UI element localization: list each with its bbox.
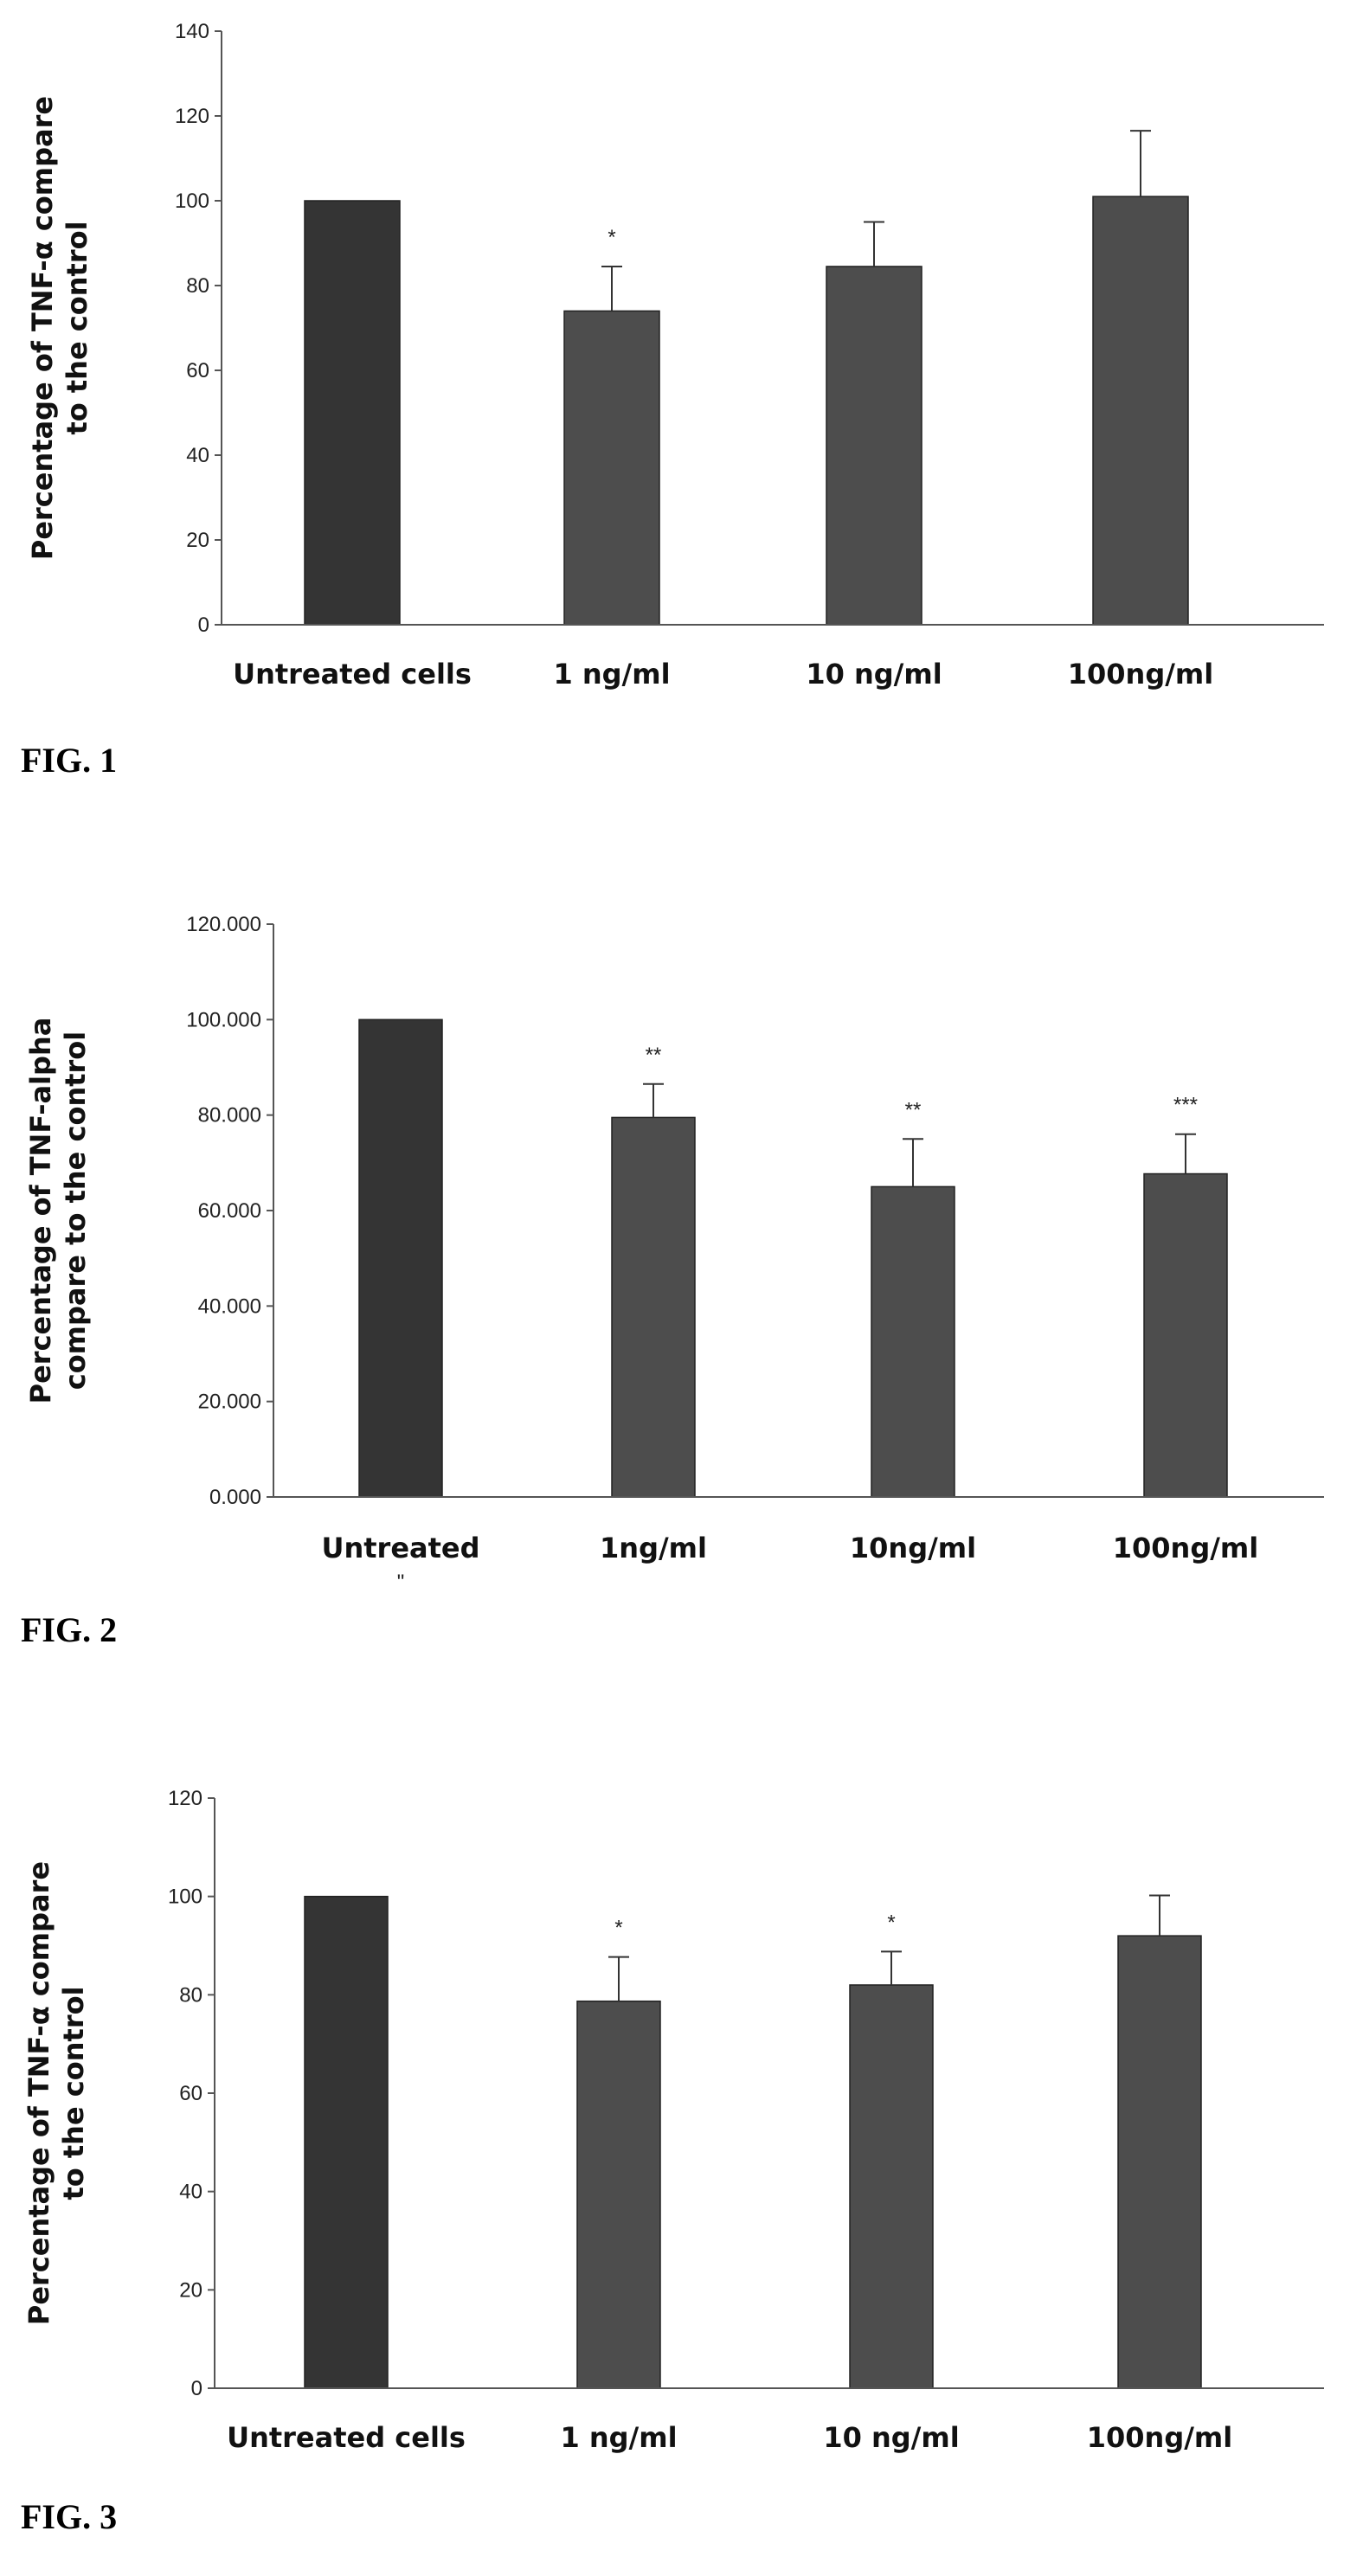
figure-2: 0.000 20.000 40.000 60.000 80.000 100.000 120.… [0, 865, 1350, 1731]
category-label: 1 ng/ml [553, 658, 670, 691]
bar [563, 310, 660, 626]
significance-marker: * [887, 1911, 895, 1934]
y-tick-label: 120.000 [186, 913, 261, 936]
figure-3: 0 20 40 60 80 100 120 Untreated cells * 1 ng/ml * 1… [0, 1731, 1350, 2576]
category-label: 10ng/ml [850, 1532, 976, 1564]
y-axis-label-line: to the control [61, 221, 93, 434]
category-label: Untreated [321, 1532, 479, 1564]
bar [1117, 1935, 1202, 2389]
bar [826, 266, 922, 626]
y-axis-label-line: to the control [57, 1986, 90, 2200]
y-axis-label: Percentage of TNF-α compare to the contro… [26, 96, 93, 560]
figure-caption: FIG. 2 [21, 1610, 118, 1649]
category-label: 100ng/ml [1113, 1532, 1258, 1564]
category-label: Untreated cells [227, 2421, 466, 2454]
y-tick-label: 140 [175, 20, 209, 43]
figure-caption: FIG. 1 [21, 741, 118, 780]
y-tick-label: 100 [168, 1885, 202, 1909]
bar [358, 1018, 443, 1498]
bar [611, 1116, 696, 1498]
significance-marker: ** [905, 1098, 922, 1121]
y-tick-label: 40.000 [198, 1294, 261, 1318]
significance-marker: ** [646, 1044, 662, 1067]
bar-chart-fig2: 0.000 20.000 40.000 60.000 80.000 100.000 120.… [24, 913, 1324, 1594]
y-tick-label: 40 [179, 2181, 202, 2204]
y-tick-label: 20 [179, 2278, 202, 2302]
y-tick-label: 60 [186, 359, 209, 382]
y-tick-label: 60.000 [198, 1199, 261, 1223]
y-axis-label: Percentage of TNF-alpha compare to the co… [24, 1018, 92, 1404]
y-tick-label: 100.000 [186, 1008, 261, 1031]
significance-marker: *** [1173, 1094, 1198, 1117]
bar [871, 1185, 955, 1498]
y-axis-label-line: Percentage of TNF-alpha [24, 1018, 57, 1404]
bar [1092, 196, 1189, 626]
y-tick-label: 80.000 [198, 1104, 261, 1127]
figure-caption: FIG. 3 [21, 2497, 118, 2536]
y-axis-label-line: Percentage of TNF-α compare [26, 96, 59, 560]
category-label: 100ng/ml [1087, 2421, 1232, 2454]
bar [1143, 1172, 1228, 1498]
y-tick-label: 0.000 [209, 1486, 261, 1509]
y-tick-label: 120 [168, 1787, 202, 1810]
y-axis-label: Percentage of TNF-α compare to the contro… [22, 1861, 90, 2325]
y-tick-label: 120 [175, 105, 209, 128]
bar [304, 200, 401, 626]
bar [849, 1984, 934, 2389]
bar [304, 1895, 389, 2389]
category-label: 1 ng/ml [560, 2421, 677, 2454]
y-tick-label: 80 [179, 1983, 202, 2007]
figure-1: 0 20 40 60 80 100 120 140 Untreated cells * 1 ng/m… [0, 0, 1350, 865]
y-tick-label: 0 [191, 2377, 202, 2400]
significance-marker: * [614, 1917, 622, 1940]
y-tick-label: 80 [186, 274, 209, 298]
category-label: 10 ng/ml [806, 658, 942, 691]
y-tick-label: 100 [175, 190, 209, 213]
bar-chart-fig1: 0 20 40 60 80 100 120 140 Untreated cells * 1 ng/m… [26, 20, 1324, 691]
bar [576, 2000, 661, 2389]
category-label: 100ng/ml [1068, 658, 1213, 691]
bar-chart-fig3: 0 20 40 60 80 100 120 Untreated cells * 1 ng/ml * 1… [22, 1787, 1324, 2454]
y-tick-label: 0 [198, 613, 209, 637]
y-tick-label: 20.000 [198, 1391, 261, 1414]
y-axis-label-line: Percentage of TNF-α compare [22, 1861, 55, 2325]
y-tick-label: 40 [186, 444, 209, 467]
category-label: 1ng/ml [600, 1532, 707, 1564]
category-label: 10 ng/ml [823, 2421, 959, 2454]
y-axis-label-line: compare to the control [59, 1031, 92, 1391]
category-sublabel: " [397, 1571, 405, 1594]
y-tick-label: 20 [186, 529, 209, 552]
category-label: Untreated cells [233, 658, 472, 691]
significance-marker: * [608, 226, 615, 249]
y-tick-label: 60 [179, 2082, 202, 2105]
